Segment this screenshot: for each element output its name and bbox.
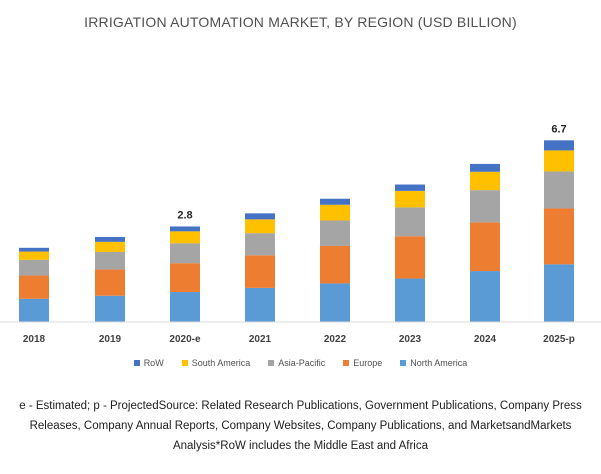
legend-item-row: RoW [133,358,164,368]
legend-swatch [400,360,407,366]
chart-title: IRRIGATION AUTOMATION MARKET, BY REGION … [84,14,517,30]
bar-row-2019 [95,236,125,242]
legend-label: North America [410,358,468,368]
bar-asia-pacific-2021 [245,233,275,256]
bar-north-america-2024 [470,271,500,322]
bar-north-america-2025-p [544,264,574,322]
bar-row-2018 [19,247,49,252]
bar-asia-pacific-2020-e [170,243,200,264]
bar-asia-pacific-2025-p [544,171,574,209]
footnote: e - Estimated; p - ProjectedSource: Rela… [0,396,601,456]
legend-item-asia-pacific: Asia-Pacific [268,358,325,368]
legend-item-europe: Europe [343,358,382,368]
bar-row-2022 [320,198,350,205]
bar-europe-2023 [395,236,425,279]
bar-asia-pacific-2024 [470,190,500,223]
legend-item-north-america: North America [400,358,467,368]
bar-south-america-2018 [19,251,49,260]
legend-label: South America [191,358,251,368]
bar-north-america-2021 [245,287,275,322]
footnote-line-3: Analysis*RoW includes the Middle East an… [172,440,429,452]
bar-europe-2022 [320,245,350,284]
data-label-total: 2.8 [177,209,192,221]
legend-label: Asia-Pacific [278,358,326,368]
bar-europe-2024 [470,222,500,272]
bar-south-america-2024 [470,171,500,191]
legend-swatch [181,360,188,366]
bar-south-america-2020-e [170,231,200,244]
bar-europe-2018 [19,275,49,299]
bar-south-america-2021 [245,219,275,234]
bar-row-2025-p [544,140,574,151]
legend-swatch [268,360,275,366]
bar-north-america-2022 [320,283,350,322]
bar-north-america-2018 [19,298,49,322]
bar-asia-pacific-2018 [19,259,49,276]
bar-europe-2025-p [544,208,574,265]
x-tick-label: 2023 [399,334,422,345]
footnote-line-1: e - Estimated; p - ProjectedSource: Rela… [19,400,582,412]
x-tick-label: 2024 [474,334,497,345]
data-label-total: 6.7 [551,123,566,135]
bar-row-2024 [470,163,500,172]
bar-europe-2019 [95,269,125,296]
legend-label: RoW [143,358,164,368]
bar-south-america-2019 [95,241,125,252]
x-tick-label: 2019 [99,334,122,345]
bar-south-america-2023 [395,190,425,208]
bar-row-2021 [245,213,275,220]
legend-label: Europe [353,358,383,368]
bar-north-america-2023 [395,278,425,322]
legend-item-south-america: South America [181,358,251,368]
x-tick-label: 2020-e [169,334,201,345]
x-tick-label: 2025-p [543,334,575,345]
chart-legend: RoW South America Asia-Pacific Europe North … [0,358,601,368]
bar-europe-2021 [245,255,275,288]
bar-asia-pacific-2023 [395,207,425,237]
bar-north-america-2020-e [170,292,200,322]
x-tick-label: 2021 [249,334,272,345]
legend-swatch [133,360,140,366]
bar-south-america-2025-p [544,150,574,172]
x-tick-label: 2022 [324,334,347,345]
bar-row-2020-e [170,226,200,232]
footnote-line-2: Releases, Company Annual Reports, Compan… [29,420,572,432]
bar-row-2023 [395,184,425,191]
legend-swatch [343,360,350,366]
bar-europe-2020-e [170,263,200,293]
bar-asia-pacific-2019 [95,251,125,270]
bar-south-america-2022 [320,204,350,221]
bar-north-america-2019 [95,295,125,322]
x-tick-label: 2018 [23,334,46,345]
bar-asia-pacific-2022 [320,220,350,246]
